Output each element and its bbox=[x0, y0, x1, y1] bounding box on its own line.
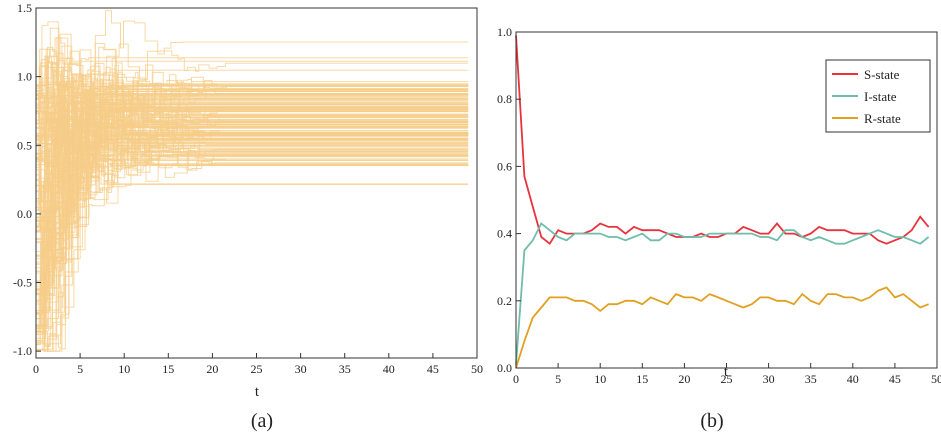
trajectory-lines bbox=[36, 10, 469, 352]
trajectory-line bbox=[36, 84, 469, 200]
x-tick-label: 35 bbox=[339, 362, 351, 376]
trajectory-line bbox=[36, 134, 469, 326]
trajectory-line bbox=[36, 79, 469, 345]
trajectory-line bbox=[36, 134, 469, 244]
x-axis-label: t bbox=[724, 364, 729, 380]
x-tick-label: 20 bbox=[678, 372, 690, 386]
series-line-i-state bbox=[515, 222, 930, 365]
trajectory-line bbox=[36, 135, 469, 296]
legend-label: I-state bbox=[864, 89, 897, 104]
y-tick-label: 1.0 bbox=[497, 25, 512, 39]
y-tick-label: 0.0 bbox=[497, 361, 512, 375]
x-tick-label: 20 bbox=[206, 362, 218, 376]
x-tick-label: 50 bbox=[471, 362, 483, 376]
tick-labels: 0 5 10 15 20 25 30 35 40 45 50 -1.0 -0.5 0.0 0.5 1.0 1.5 bbox=[13, 1, 483, 376]
x-axis-label: t bbox=[255, 384, 260, 400]
trajectory-line bbox=[36, 139, 469, 272]
plot-frame bbox=[35, 7, 478, 359]
panel-a: 0 5 10 15 20 25 30 35 40 45 50 -1.0 -0.5 0.0 0.5 1.0 1.5… bbox=[13, 1, 483, 432]
x-tick-label: 50 bbox=[931, 372, 941, 386]
legend-label: S-state bbox=[864, 67, 900, 82]
y-tick-label: 0.8 bbox=[497, 92, 512, 106]
trajectory-line bbox=[36, 101, 469, 174]
trajectory-line bbox=[36, 116, 469, 346]
panel-b: 0 5 10 15 20 25 30 35 40 45 50 0.0 0.2 0.4 0.6 0.8 1.0 t… bbox=[497, 25, 941, 432]
x-tick-label: 25 bbox=[251, 362, 263, 376]
series-lines bbox=[515, 35, 930, 369]
axes-frame bbox=[515, 31, 938, 369]
trajectory-line bbox=[36, 94, 469, 326]
x-tick-label: 0 bbox=[513, 372, 519, 386]
trajectory-line bbox=[36, 73, 469, 137]
legend-label: R-state bbox=[864, 111, 901, 126]
panel-label: (b) bbox=[700, 410, 723, 432]
x-tick-label: 0 bbox=[33, 362, 39, 376]
trajectory-line bbox=[36, 82, 469, 233]
y-tick-label: 1.5 bbox=[17, 1, 32, 15]
x-tick-label: 40 bbox=[847, 372, 859, 386]
trajectory-line bbox=[36, 134, 469, 277]
legend: S-state I-state R-state bbox=[825, 59, 931, 133]
trajectory-line bbox=[36, 107, 469, 230]
y-tick-label: -1.0 bbox=[13, 344, 32, 358]
x-tick-label: 25 bbox=[721, 372, 733, 386]
trajectory-line bbox=[36, 43, 469, 352]
panel-label: (a) bbox=[251, 410, 273, 432]
trajectory-line bbox=[36, 86, 469, 166]
x-tick-label: 30 bbox=[295, 362, 307, 376]
x-tick-label: 15 bbox=[636, 372, 648, 386]
tick-labels: 0 5 10 15 20 25 30 35 40 45 50 0.0 0.2 0.4 0.6 0.8 1.0 bbox=[497, 25, 941, 386]
x-tick-label: 35 bbox=[805, 372, 817, 386]
y-tick-label: -0.5 bbox=[13, 276, 32, 290]
y-tick-label: 0.2 bbox=[497, 294, 512, 308]
trajectory-line bbox=[36, 118, 469, 352]
trajectory-line bbox=[36, 58, 469, 313]
x-tick-label: 45 bbox=[889, 372, 901, 386]
y-tick-label: 0.4 bbox=[497, 227, 512, 241]
x-tick-label: 15 bbox=[162, 362, 174, 376]
trajectory-line bbox=[36, 166, 469, 350]
legend-box bbox=[825, 59, 931, 133]
y-tick-label: 0.5 bbox=[17, 138, 32, 152]
trajectory-line bbox=[36, 81, 469, 139]
x-tick-label: 10 bbox=[594, 372, 606, 386]
x-tick-label: 5 bbox=[555, 372, 561, 386]
y-tick-label: 1.0 bbox=[17, 70, 32, 84]
axes-frame bbox=[35, 7, 478, 359]
trajectory-line bbox=[36, 130, 469, 234]
x-tick-label: 30 bbox=[763, 372, 775, 386]
y-tick-label: 0.6 bbox=[497, 159, 512, 173]
trajectory-line bbox=[36, 103, 469, 134]
y-tick-label: 0.0 bbox=[17, 207, 32, 221]
x-tick-label: 10 bbox=[118, 362, 130, 376]
trajectory-line bbox=[36, 88, 469, 341]
series-line-r-state bbox=[515, 286, 929, 369]
x-tick-label: 45 bbox=[427, 362, 439, 376]
x-tick-label: 40 bbox=[383, 362, 395, 376]
x-tick-label: 5 bbox=[77, 362, 83, 376]
